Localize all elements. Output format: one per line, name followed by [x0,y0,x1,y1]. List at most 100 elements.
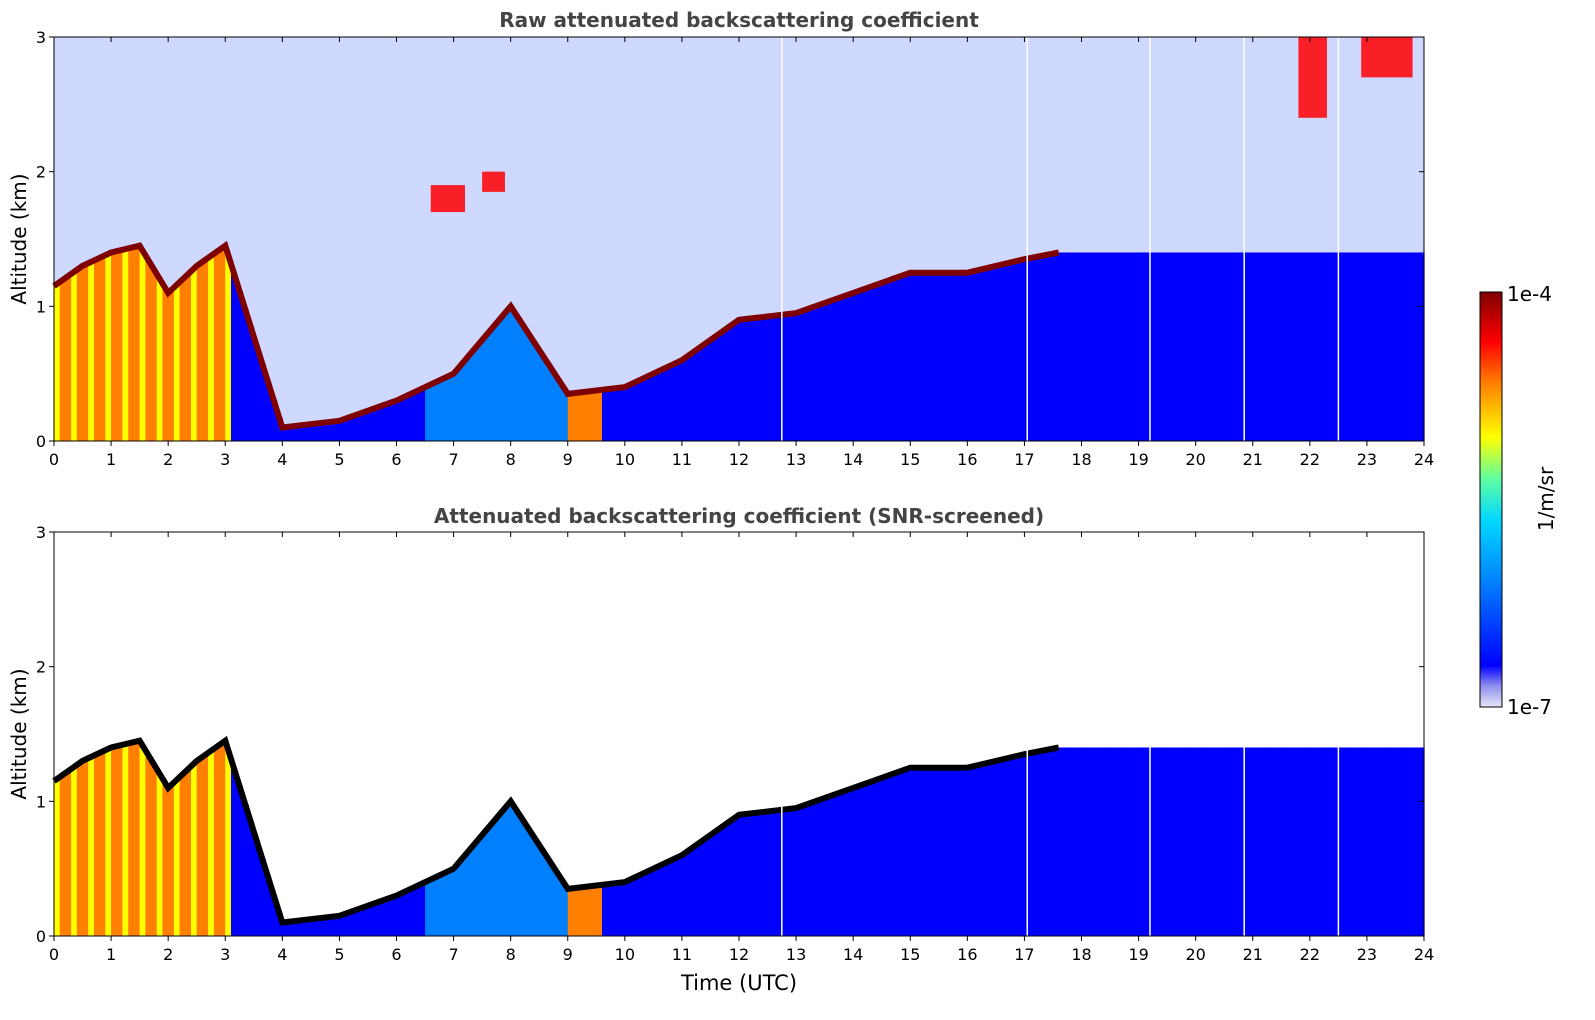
signal-column [116,745,124,936]
signal-column [510,805,517,936]
signal-column [664,861,672,936]
signal-column [1178,252,1185,441]
signal-column [1309,747,1317,936]
signal-column [1304,252,1311,441]
signal-column [162,288,169,441]
signal-column [1315,252,1322,441]
signal-column [185,769,192,936]
signal-column [681,853,689,936]
signal-column [1184,747,1191,936]
signal-column [1355,252,1362,441]
x-tick-label: 18 [1071,450,1091,469]
panel-title: Raw attenuated backscattering coefficien… [499,8,979,32]
elevated-cloud-layer [430,185,465,213]
signal-column [1269,747,1277,936]
signal-column [259,858,266,936]
signal-column [687,354,694,441]
signal-column [1287,252,1294,441]
signal-column [893,277,900,441]
signal-column [1224,252,1231,441]
signal-column [1098,747,1105,936]
x-tick-label: 20 [1185,945,1205,964]
signal-column [944,272,951,441]
y-tick-label: 0 [36,432,46,451]
signal-column [350,415,358,441]
signal-column [995,265,1003,441]
signal-column [1292,252,1300,441]
signal-column [858,784,866,936]
signal-column [1121,252,1128,441]
signal-column [938,272,946,441]
signal-column [973,765,980,936]
signal-column [624,880,632,936]
signal-column [567,888,575,936]
signal-column [813,800,820,936]
signal-column [230,273,238,441]
x-tick-label: 19 [1128,945,1148,964]
signal-column [881,776,889,936]
signal-column [310,918,318,936]
signal-column [1384,252,1391,441]
signal-column [836,297,843,441]
signal-column [590,390,597,441]
signal-column [984,762,991,936]
elevated-cloud-layer [1298,37,1327,118]
signal-column [459,363,466,441]
signal-column [482,336,489,441]
signal-column [65,771,72,936]
signal-column [225,749,232,936]
signal-column [1047,749,1054,936]
x-tick-label: 21 [1243,945,1263,964]
x-tick-label: 13 [786,450,806,469]
signal-column [465,356,472,441]
signal-column [887,774,894,936]
x-tick-label: 3 [220,450,230,469]
signal-column [973,270,980,441]
x-tick-label: 6 [391,945,401,964]
cloud-base-layer [52,240,1060,431]
x-tick-label: 4 [277,945,287,964]
signal-column [1252,252,1260,441]
signal-column [156,773,164,936]
signal-column [630,383,637,441]
signal-column [659,864,666,936]
signal-column [1366,252,1374,441]
signal-column [367,409,375,441]
signal-column [1058,252,1065,441]
signal-column [385,403,392,441]
signal-column [1018,259,1026,441]
signal-column [1195,747,1202,936]
signal-column [687,849,694,936]
signal-column [196,758,204,936]
signal-column [88,261,95,441]
signal-column [647,870,654,936]
x-tick-label: 0 [49,945,59,964]
signal-column [784,809,791,936]
signal-column [1155,747,1163,936]
signal-column [436,875,443,936]
x-tick-label: 12 [729,945,749,964]
signal-column [385,898,392,936]
signal-column [1161,252,1168,441]
signal-column [876,778,883,936]
signal-column [179,279,186,441]
y-axis-label: Altitude (km) [7,173,31,304]
signal-column [1406,252,1414,441]
signal-column [636,380,643,441]
signal-column [1104,747,1111,936]
signal-column [693,845,700,936]
signal-column [818,303,826,441]
signal-column [447,375,455,441]
signal-column [1372,747,1379,936]
x-tick-label: 3 [220,945,230,964]
signal-column [419,883,426,936]
signal-column [253,840,261,936]
snr-screened-panel: Attenuated backscattering coefficient (S… [7,504,1434,995]
signal-column [1018,754,1026,936]
x-tick-label: 2 [163,945,173,964]
signal-column [1395,252,1402,441]
signal-column [1378,252,1385,441]
signal-column [282,922,289,936]
signal-column [756,317,763,441]
signal-column [767,811,774,936]
